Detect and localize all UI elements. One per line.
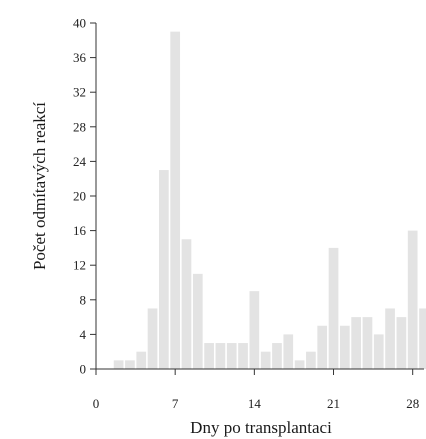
bar-day-12	[226, 343, 237, 369]
bar-day-13	[238, 343, 248, 369]
bar-day-5	[147, 308, 158, 369]
x-tick-label: 28	[406, 396, 419, 411]
bar-day-18	[294, 360, 305, 369]
y-tick-label: 24	[73, 154, 87, 169]
y-tick-label: 12	[73, 258, 86, 273]
y-tick-label: 8	[80, 292, 87, 307]
bar-day-21	[328, 247, 339, 369]
y-tick-label: 32	[73, 85, 86, 100]
bar-day-17	[283, 334, 294, 369]
bar-day-9	[192, 273, 203, 369]
bar-day-6	[159, 170, 169, 369]
bar-day-25	[373, 334, 384, 369]
y-tick-label: 0	[80, 362, 87, 377]
x-tick-label: 21	[327, 396, 340, 411]
bars-group	[113, 31, 426, 370]
y-tick-label: 20	[73, 189, 86, 204]
y-tick-label: 4	[80, 327, 87, 342]
y-tick-label: 28	[73, 119, 86, 134]
bar-day-23	[351, 317, 361, 369]
bar-day-8	[181, 239, 192, 369]
ticks-group: 0 4 8 12 16 20 24 28 32 36 40 0 7 14 21 28	[73, 16, 419, 412]
bar-day-11	[215, 343, 226, 369]
x-axis-title: Dny po transplantaci	[190, 418, 332, 437]
bar-day-2	[113, 360, 124, 369]
bar-day-22	[339, 325, 350, 369]
bar-day-4	[136, 351, 147, 369]
bar-day-10	[204, 343, 214, 369]
bar-day-15	[260, 351, 271, 369]
x-tick-label: 0	[93, 396, 100, 411]
y-tick-label: 40	[73, 16, 86, 31]
bar-day-28	[407, 230, 418, 369]
y-tick-label: 16	[73, 223, 87, 238]
y-tick-label: 36	[73, 50, 87, 65]
bar-day-3	[125, 360, 135, 369]
bar-day-20	[317, 325, 328, 369]
x-tick-label: 14	[248, 396, 262, 411]
bar-day-24	[362, 317, 373, 369]
bar-day-27	[396, 317, 407, 369]
bar-day-7	[170, 31, 181, 370]
bar-day-14	[249, 291, 260, 369]
bar-day-26	[385, 308, 395, 369]
axes-group	[95, 23, 424, 370]
bar-day-29	[419, 308, 426, 369]
y-axis-title: Počet odmítavých reakcí	[30, 102, 49, 270]
bar-day-16	[272, 343, 282, 369]
bar-day-19	[306, 351, 316, 369]
x-tick-label: 7	[172, 396, 179, 411]
